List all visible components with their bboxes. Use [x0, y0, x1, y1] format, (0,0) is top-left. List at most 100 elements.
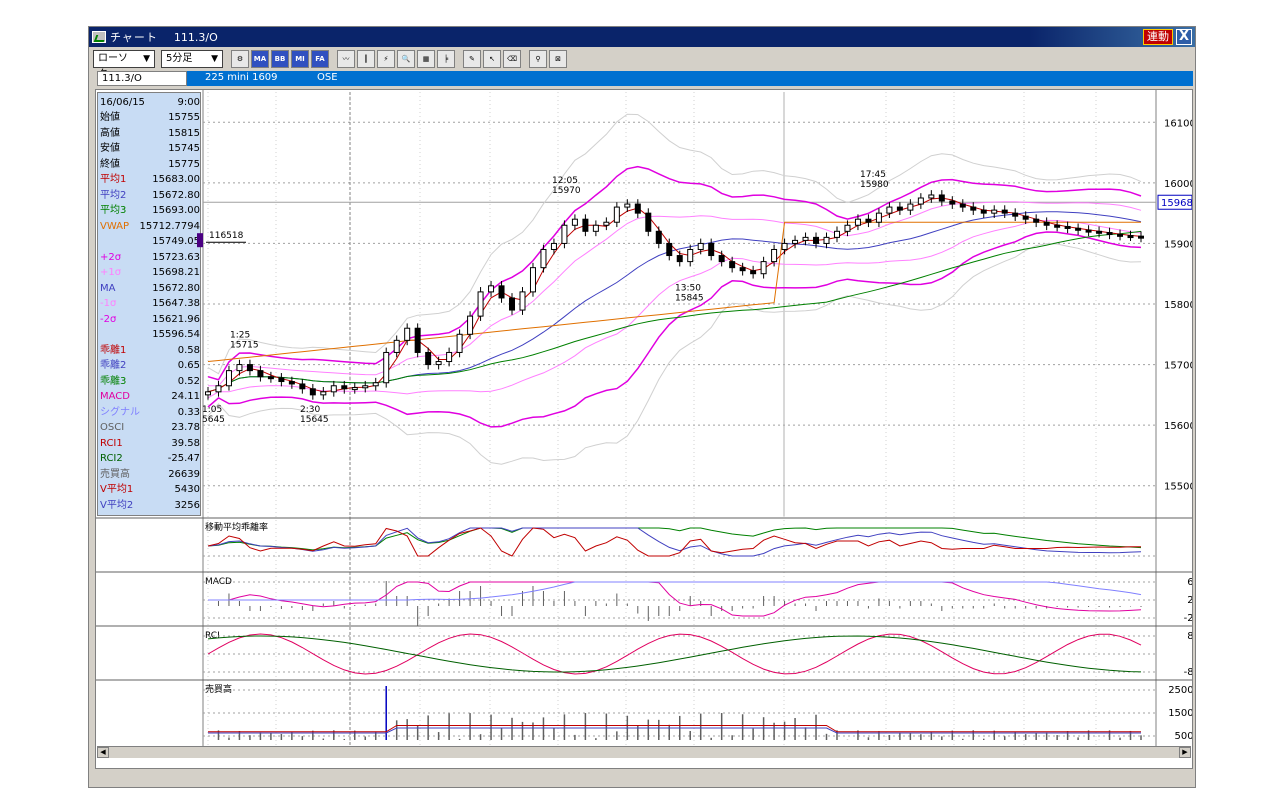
candle-body: [980, 209, 987, 214]
data-row-value: 15647.38: [152, 298, 200, 309]
candle-body: [509, 297, 516, 311]
candle-body: [865, 218, 872, 223]
candle-body: [938, 194, 945, 202]
data-row: 平均3 15693.00: [100, 203, 200, 218]
compare-icon[interactable]: ⚡: [377, 50, 395, 68]
rci1-line: [207, 633, 1142, 675]
candle-body: [435, 361, 442, 366]
bb-icon[interactable]: BB: [271, 50, 289, 68]
data-row-label: 平均2: [100, 189, 127, 201]
data-row-value: 15755: [168, 112, 200, 123]
horizontal-scrollbar[interactable]: ◀ ▶: [97, 746, 1191, 758]
toolbar-separator: [225, 50, 229, 68]
data-row-label: VWAP: [100, 220, 130, 232]
data-row: 終値 15775: [100, 157, 200, 172]
data-row-label: 高値: [100, 127, 120, 139]
clear-icon[interactable]: ⊠: [549, 50, 567, 68]
candle-body: [278, 377, 285, 383]
instrument-name: 225 mini 1609: [205, 72, 278, 83]
data-row: 売買高 26639: [100, 467, 200, 482]
data-date: 16/06/15: [100, 97, 145, 108]
y-tick-label: 15500: [1164, 482, 1192, 493]
mi-icon[interactable]: MI: [291, 50, 309, 68]
y-tick-label: 16000: [1164, 179, 1192, 190]
data-row-value: 15672.80: [152, 282, 200, 294]
ma-icon[interactable]: MA: [251, 50, 269, 68]
data-row-value: 0.65: [177, 360, 200, 371]
candle-body: [383, 351, 390, 384]
bb-2sigma-upper-line: [207, 165, 1142, 381]
bb-1sigma-upper-line: [208, 201, 1142, 387]
candle-body: [467, 315, 474, 335]
data-row-value: 15775: [168, 158, 200, 170]
chevron-down-icon: ▼: [143, 54, 150, 64]
candle-body: [550, 242, 557, 250]
eraser-icon[interactable]: ⌫: [503, 50, 521, 68]
data-row-label: 平均3: [100, 205, 127, 216]
interval-select[interactable]: 5分足 ▼: [161, 50, 223, 68]
scale-icon[interactable]: ▦: [417, 50, 435, 68]
candle-icon[interactable]: ┃: [357, 50, 375, 68]
data-row: 乖離1 0.58: [100, 343, 200, 358]
candle-body: [236, 364, 243, 372]
data-row-label: V平均1: [100, 484, 134, 495]
window-symbol: 111.3/O: [173, 30, 218, 44]
candle-body: [519, 291, 526, 311]
candle-body: [603, 221, 610, 226]
candle-body: [267, 376, 274, 380]
scroll-left-icon[interactable]: ◀: [97, 747, 109, 758]
fa-icon[interactable]: FA: [311, 50, 329, 68]
toolbar-separator: [523, 50, 527, 68]
deviation2-line: [207, 527, 1142, 557]
pen-icon[interactable]: ✎: [463, 50, 481, 68]
candle-body: [299, 383, 306, 390]
data-row-value: 39.58: [171, 437, 200, 449]
candle-body: [624, 203, 631, 208]
instrument-code[interactable]: 111.3/O: [97, 71, 187, 86]
chart-area[interactable]: 16/06/15 9:00 始値 15755 高値 15815 安値 15745 終値 157…: [95, 89, 1193, 769]
data-row-value: 15712.7794: [139, 220, 200, 232]
config-icon[interactable]: ⚙: [231, 50, 249, 68]
data-row: -2σ 15621.96: [100, 312, 200, 327]
title-bar[interactable]: チャート 111.3/O 連動 X: [89, 27, 1195, 47]
close-button[interactable]: X: [1176, 29, 1192, 45]
data-row-label: RCI1: [100, 437, 123, 449]
annotation-time: 2:30: [300, 405, 320, 415]
candle-body: [1127, 235, 1134, 239]
candle-body: [1012, 212, 1019, 217]
line-icon[interactable]: 〰: [337, 50, 355, 68]
data-row-value: 15683.00: [152, 174, 200, 185]
rci2-line: [207, 635, 1142, 673]
candle-body: [970, 206, 977, 211]
data-row-label: MA: [100, 282, 116, 294]
volume-avg2-line: [208, 727, 1141, 734]
cursor-icon[interactable]: ↖: [483, 50, 501, 68]
current-price-box: [1157, 194, 1192, 210]
data-date-row: 16/06/15 9:00: [100, 95, 200, 110]
data-row-value: 0.33: [177, 406, 200, 418]
link-button[interactable]: 連動: [1143, 29, 1173, 45]
candle-body: [446, 351, 453, 363]
data-row-label: 乖離3: [100, 375, 127, 387]
candle-body: [949, 200, 956, 205]
candle-body: [792, 239, 799, 244]
panel-tick-label: -20: [1184, 613, 1192, 624]
data-row: OSCI 23.78: [100, 420, 200, 435]
annotation-price: 15645: [300, 415, 329, 425]
y-tick-label: 15900: [1164, 239, 1192, 250]
search-icon[interactable]: ⚲: [529, 50, 547, 68]
zoom-icon[interactable]: 🔍: [397, 50, 415, 68]
chart-type-select[interactable]: ローソク ▼: [93, 50, 155, 80]
fib-icon[interactable]: ╞: [437, 50, 455, 68]
annotation-time: 1:05: [202, 405, 222, 415]
annotation-time: 1:25: [230, 330, 250, 340]
candle-body: [917, 197, 924, 205]
candle-body: [540, 248, 547, 269]
data-row-label: 売買高: [100, 468, 130, 480]
toolbar: ローソク ▼ 5分足 ▼ ⚙ MA BB MI FA 〰 ┃ ⚡ 🔍 ▦ ╞ ✎ ↖…: [89, 48, 1195, 80]
data-row-value: 23.78: [171, 422, 200, 433]
annotation-price: 15715: [230, 340, 259, 350]
interval-value: 5分足: [166, 53, 193, 64]
scroll-right-icon[interactable]: ▶: [1179, 747, 1191, 758]
